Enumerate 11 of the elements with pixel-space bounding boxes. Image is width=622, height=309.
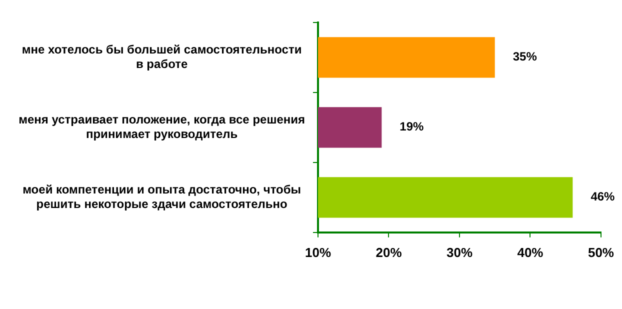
data-label: 19%: [400, 120, 424, 134]
data-label: 35%: [512, 50, 538, 64]
y-tick-label: моей компетенции и опыта достаточно, чтобы решить некоторые здачи самостоятельно: [22, 182, 302, 211]
x-tick-label: 40%: [517, 244, 544, 260]
data-label: 46%: [590, 190, 616, 204]
y-tick-label: мне хотелось бы большей самостоятельности в работе: [22, 42, 302, 71]
x-tick-label: 50%: [588, 244, 614, 260]
y-tick-label: меня устраивает положение, когда все решения принимает руководитель: [18, 112, 306, 141]
x-tick-label: 30%: [446, 244, 473, 260]
x-tick-label: 10%: [304, 244, 332, 260]
x-tick-label: 20%: [376, 244, 402, 260]
